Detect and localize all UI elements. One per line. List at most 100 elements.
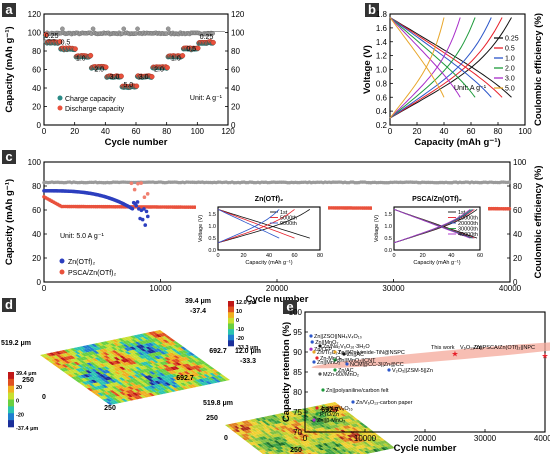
surface-cell [64, 349, 71, 353]
discharge-point [72, 46, 78, 52]
surface-cell [315, 451, 322, 454]
surface-cell [161, 357, 168, 362]
surface-cell [352, 417, 359, 421]
surface-cell [172, 387, 179, 392]
surface-cell [268, 441, 275, 445]
surface-cell [199, 360, 207, 364]
surface-cell [307, 436, 314, 440]
inset-x-tick-label: 60 [477, 253, 483, 259]
surface-cell [359, 441, 366, 445]
surface-cell [249, 419, 256, 423]
surface-cell [320, 414, 327, 418]
surface-cell [175, 351, 183, 355]
surface-cell [304, 450, 311, 454]
surface-cell [361, 451, 368, 454]
inset-x-label: Capacity (mAh g⁻¹) [413, 260, 460, 266]
surface-cell [309, 419, 316, 423]
surface-cell [166, 342, 174, 346]
surface-cell [102, 373, 109, 378]
surface-cell [118, 352, 126, 356]
surface-cell [297, 415, 304, 419]
surface-cell [65, 356, 73, 360]
surface-cell [301, 450, 308, 454]
colorbar-tick: -10 [236, 327, 244, 333]
surface-cell [318, 434, 325, 438]
surface-cell [157, 390, 164, 395]
surface-cell [87, 355, 95, 359]
surface-cell [273, 440, 280, 444]
surface-cell [289, 446, 296, 450]
surface-cell [178, 375, 186, 380]
surface-cell [216, 375, 224, 379]
surface-cell [199, 371, 207, 375]
surface-cell [173, 355, 180, 359]
surface-cell [81, 356, 89, 360]
surface-cell [61, 364, 69, 368]
surface-cell [275, 420, 282, 424]
x-tick-label: 100 [518, 127, 532, 136]
surface-cell [291, 413, 298, 417]
surface-cell [293, 426, 300, 430]
surface-cell [122, 391, 130, 395]
surface-cell [120, 348, 128, 352]
surface-cell [109, 379, 117, 383]
surface-cell [108, 375, 116, 380]
surface-cell [273, 437, 280, 441]
surface-cell [126, 372, 134, 376]
surface-cell [227, 423, 234, 427]
surface-cell [203, 363, 211, 367]
surface-cell [296, 438, 303, 442]
surface-cell [317, 427, 324, 432]
surface-cell [75, 379, 82, 383]
panel-label: e [286, 299, 293, 314]
surface-cell [87, 376, 94, 381]
surface-cell [151, 381, 159, 385]
surface-cell [55, 354, 63, 359]
surface-cell [319, 424, 326, 428]
surface-cell [130, 396, 137, 400]
y-tick-label: 0.8 [376, 79, 388, 88]
surface-cell [343, 429, 350, 433]
surface-cell [171, 362, 179, 367]
surface-cell [192, 380, 200, 384]
surface-cell [81, 367, 89, 371]
surface-cell [324, 423, 331, 427]
surface-cell [104, 369, 111, 374]
surface-cell [251, 428, 258, 432]
surface-cell [114, 385, 122, 389]
legend-label: 0.5 [505, 46, 515, 53]
surface-cell [338, 407, 345, 411]
surface-cell [168, 385, 176, 389]
surface-cell [120, 370, 127, 374]
surface-cell [161, 347, 169, 351]
surface-cell [261, 449, 268, 453]
inset-y-label: Voltage (V) [374, 215, 380, 242]
surface-cell [136, 395, 143, 399]
surface-cell [335, 417, 342, 421]
surface-cell [76, 371, 84, 376]
colorbar-tick: -20 [16, 412, 24, 418]
surface-cell [186, 356, 193, 360]
point-label: Zn/LFP [314, 347, 332, 353]
surface-cell [264, 435, 271, 439]
surface-cell [333, 440, 340, 444]
y-tick-label: 1.8 [376, 10, 388, 19]
surface-cell [310, 422, 317, 426]
surface-cell [305, 414, 312, 418]
surface-cell [175, 376, 183, 380]
x-tick-label: 30000 [474, 434, 497, 443]
inset-discharge-curve [217, 209, 310, 239]
surface-label: 250 [290, 447, 302, 454]
surface-cell [139, 394, 146, 399]
surface-cell [118, 399, 125, 403]
surface-cell [314, 415, 321, 419]
surface-cell [288, 443, 295, 447]
surface-cell [145, 335, 153, 340]
surface-cell [175, 365, 183, 369]
surface-cell [184, 349, 192, 353]
surface-cell [136, 384, 144, 388]
surface-cell [277, 445, 284, 450]
surface-cell [325, 409, 332, 414]
surface-cell [74, 365, 82, 369]
surface-cell [212, 372, 220, 376]
